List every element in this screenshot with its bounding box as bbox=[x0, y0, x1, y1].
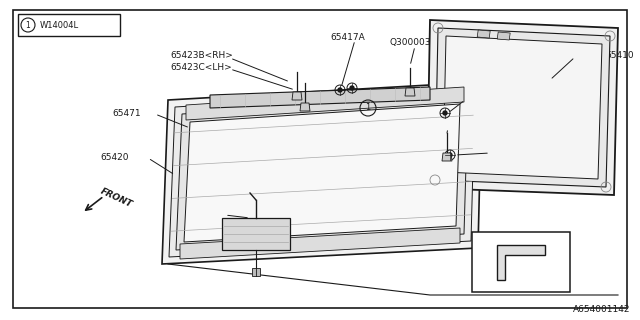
Text: 65410: 65410 bbox=[605, 51, 634, 60]
Text: 65471: 65471 bbox=[112, 108, 141, 117]
Circle shape bbox=[443, 111, 447, 115]
Text: 65423C<LH>: 65423C<LH> bbox=[170, 62, 232, 71]
Polygon shape bbox=[477, 30, 490, 38]
Polygon shape bbox=[435, 28, 610, 187]
Polygon shape bbox=[176, 96, 468, 250]
Text: 1: 1 bbox=[26, 20, 30, 29]
Text: 1: 1 bbox=[365, 103, 371, 113]
Polygon shape bbox=[497, 245, 545, 280]
Text: W14004L: W14004L bbox=[40, 20, 79, 29]
Text: 65470: 65470 bbox=[535, 51, 564, 60]
Polygon shape bbox=[184, 104, 460, 242]
Text: 65417A: 65417A bbox=[330, 33, 365, 42]
Text: Q300003: Q300003 bbox=[432, 123, 474, 132]
Circle shape bbox=[350, 86, 354, 90]
Polygon shape bbox=[442, 153, 452, 161]
Polygon shape bbox=[13, 10, 627, 308]
Polygon shape bbox=[180, 228, 460, 259]
Text: Q300003: Q300003 bbox=[390, 38, 431, 47]
Text: FRONT: FRONT bbox=[99, 187, 134, 209]
Text: 65458B: 65458B bbox=[472, 148, 507, 156]
Polygon shape bbox=[18, 14, 120, 36]
Polygon shape bbox=[497, 32, 510, 40]
Polygon shape bbox=[169, 89, 475, 257]
Text: 65427: 65427 bbox=[512, 263, 541, 273]
Text: 65458B: 65458B bbox=[448, 93, 483, 102]
Polygon shape bbox=[300, 103, 310, 111]
Polygon shape bbox=[405, 88, 415, 96]
Circle shape bbox=[448, 153, 452, 157]
Polygon shape bbox=[292, 92, 302, 100]
Text: 65423B<RH>: 65423B<RH> bbox=[170, 52, 233, 60]
Polygon shape bbox=[162, 82, 482, 264]
Circle shape bbox=[338, 88, 342, 92]
Polygon shape bbox=[222, 218, 290, 250]
Text: A654001142: A654001142 bbox=[573, 305, 630, 314]
Polygon shape bbox=[210, 87, 430, 108]
Text: 65450: 65450 bbox=[175, 210, 204, 219]
Polygon shape bbox=[443, 36, 602, 179]
Polygon shape bbox=[252, 268, 260, 276]
Polygon shape bbox=[427, 20, 618, 195]
Text: 65420: 65420 bbox=[100, 154, 129, 163]
Polygon shape bbox=[186, 87, 464, 120]
Polygon shape bbox=[472, 232, 570, 292]
